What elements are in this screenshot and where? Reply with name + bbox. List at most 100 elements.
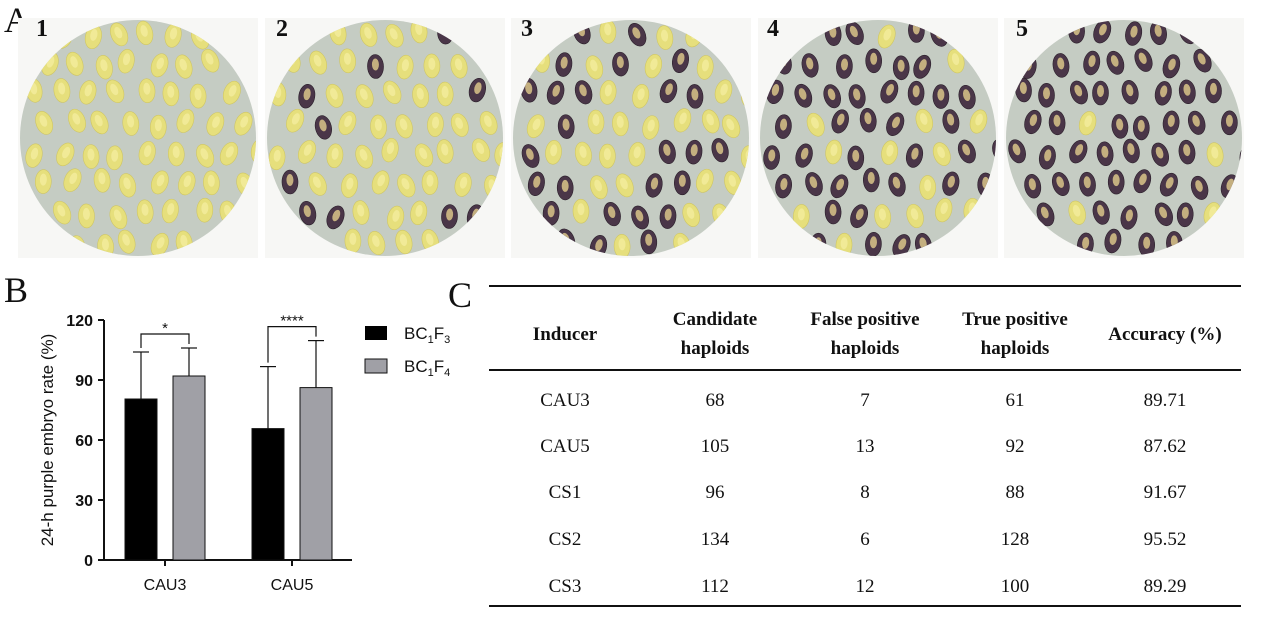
purple-kernel [314,115,332,140]
purple-kernel [542,201,560,226]
yellow-kernel [589,175,608,200]
yellow-kernel [792,204,810,229]
yellow-kernel [526,114,545,139]
purple-kernel [521,144,540,168]
yellow-kernel [825,139,843,165]
yellow-kernel [110,22,129,47]
yellow-kernel [572,198,590,224]
petri-dish-2 [267,20,503,256]
significance-bracket-cau3 [140,333,190,348]
purple-kernel [1132,115,1150,141]
yellow-kernel [932,142,951,166]
yellow-kernel [355,84,374,108]
purple-kernel [1122,138,1140,164]
legend-bc1f3-base: BC [404,324,428,343]
yellow-kernel [414,143,434,167]
table-header-line1: True positive [962,309,1068,330]
table-cell: 92 [1005,436,1025,457]
purple-kernel [830,174,849,199]
yellow-kernel [79,80,97,105]
bar-bc1f3-cau3 [124,398,158,561]
legend-bc1f4-sub2: 4 [444,367,450,379]
petri-dish-1 [20,20,256,256]
purple-kernel [437,20,454,45]
table-cell: 105 [700,436,730,457]
yellow-kernel [371,170,390,195]
dish-label-4: 4 [767,16,779,42]
yellow-kernel [78,203,95,229]
yellow-kernel [136,20,154,45]
yellow-kernel [450,54,468,79]
purple-kernel [1154,81,1172,106]
purple-kernel [659,204,677,229]
yellow-kernel [1206,142,1224,167]
purple-kernel [1093,20,1112,44]
purple-kernel [672,48,689,73]
purple-kernel [801,53,819,78]
purple-kernel [1104,228,1122,254]
table-cell: 100 [1000,576,1030,597]
purple-kernel [848,84,866,109]
purple-kernel [468,78,486,103]
table-cell: 134 [700,529,730,550]
kernels-dish-3 [520,20,749,256]
yellow-kernel [724,170,742,195]
purple-kernel [905,143,924,168]
yellow-kernel [450,113,469,137]
x-tick-label-cau5: CAU5 [271,577,314,594]
yellow-kernel [84,24,102,50]
table-cell: 61 [1005,390,1025,411]
purple-kernel [888,172,906,197]
purple-kernel [1036,202,1055,227]
yellow-kernel [395,229,413,255]
yellow-kernel [325,83,344,108]
yellow-kernel [176,109,195,133]
yellow-kernel [935,198,953,223]
table-header-line2: haploids [980,338,1050,359]
x-tick-label-cau3: CAU3 [144,577,187,594]
y-tick-label: 120 [66,313,93,330]
purple-kernel [628,23,647,47]
purple-kernel [603,202,621,227]
y-tick-label: 90 [75,373,93,390]
purple-kernel [957,139,976,164]
purple-kernel [823,84,841,109]
yellow-kernel [471,138,491,162]
purple-kernel [977,172,995,198]
yellow-kernel [309,50,328,75]
yellow-kernel [969,109,988,134]
purple-kernel [1159,172,1178,197]
yellow-kernel [395,114,413,139]
yellow-kernel [644,54,663,79]
table-header-4: True positive haploids [930,305,1100,363]
yellow-kernel [722,114,741,139]
yellow-kernel [806,112,825,137]
legend-bc1f4-mid: F [434,357,444,376]
yellow-kernel [421,170,439,195]
bar-chart: 24-h purple embryo rate (%) BC1F3 BC1F4 … [38,313,450,594]
yellow-kernel [338,111,357,135]
purple-kernel [942,109,960,134]
legend-bc1f3-sub1: 1 [428,334,434,346]
purple-kernel [1038,145,1056,170]
table-cell: 6 [860,529,870,550]
yellow-kernel [682,202,700,227]
yellow-kernel [178,171,196,196]
purple-kernel [1083,50,1101,76]
yellow-kernel [151,170,169,195]
y-tick-label: 0 [84,553,93,570]
purple-kernel [441,204,458,229]
table-header-line1: Inducer [532,324,598,345]
yellow-kernel [714,79,733,104]
yellow-kernel [109,205,128,230]
kernels-dish-4 [763,20,996,256]
purple-kernel [1051,172,1070,196]
petri-dish-5 [1006,20,1242,256]
yellow-kernel [479,111,498,135]
yellow-kernel [642,115,660,140]
purple-kernel [865,232,882,256]
yellow-kernel [352,200,370,225]
purple-kernel [1079,171,1096,197]
table-cell: 12 [855,576,875,597]
purple-kernel [527,171,545,196]
